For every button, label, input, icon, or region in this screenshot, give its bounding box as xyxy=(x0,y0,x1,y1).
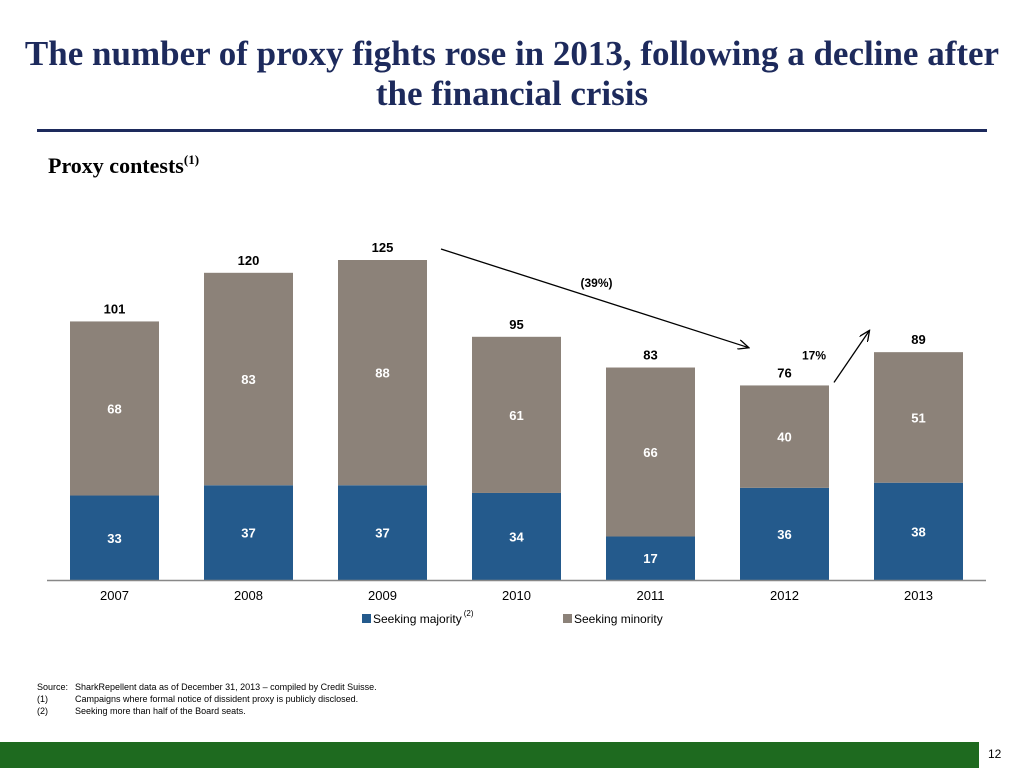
bar-seeking-minority xyxy=(874,352,963,483)
footnote-source: Source: SharkRepellent data as of Decembe… xyxy=(37,681,377,693)
data-label: 66 xyxy=(643,445,657,460)
footnote-key: Source: xyxy=(37,682,69,692)
total-label: 76 xyxy=(777,365,791,380)
legend-swatch xyxy=(362,614,371,623)
data-label: 38 xyxy=(911,524,925,539)
bar-seeking-majority xyxy=(338,485,427,580)
footnote-key: (1) xyxy=(37,694,48,704)
bar-seeking-majority xyxy=(204,485,293,580)
annotation-label: 17% xyxy=(802,348,826,362)
x-tick-label: 2008 xyxy=(234,588,263,603)
stacked-bar-chart: 33 68 101 2007 37 83 120 2008 37 88 125 2009 34 61 95 2… xyxy=(47,240,986,626)
subtitle-footnote-marker: (1) xyxy=(183,152,200,167)
bar-seeking-majority xyxy=(606,536,695,580)
data-label: 36 xyxy=(777,527,791,542)
legend-footnote-marker: (2) xyxy=(464,609,474,618)
total-label: 95 xyxy=(509,317,523,332)
footnote-text: Campaigns where formal notice of disside… xyxy=(75,694,359,704)
footnote-key: (2) xyxy=(37,706,48,716)
bar-seeking-minority xyxy=(740,385,829,488)
total-label: 101 xyxy=(104,301,126,316)
footnote-2: (2) Seeking more than half of the Board s… xyxy=(37,705,377,717)
data-label: 61 xyxy=(509,408,523,423)
footer-bar xyxy=(0,742,979,768)
x-tick-label: 2009 xyxy=(368,588,397,603)
data-label: 37 xyxy=(241,526,255,541)
legend-swatch xyxy=(563,614,572,623)
bars-group: 33 68 101 2007 37 83 120 2008 37 88 125 2009 34 61 95 2… xyxy=(70,240,963,603)
chart-subtitle: Proxy contests(1) xyxy=(48,152,199,179)
x-tick-label: 2012 xyxy=(770,588,799,603)
x-tick-label: 2013 xyxy=(904,588,933,603)
data-label: 88 xyxy=(375,366,389,381)
total-label: 83 xyxy=(643,348,657,363)
page-number: 12 xyxy=(988,747,1002,761)
data-label: 51 xyxy=(911,410,925,425)
bar-seeking-minority xyxy=(472,336,561,493)
footnote-text: SharkRepellent data as of December 31, 2… xyxy=(75,682,377,692)
data-label: 17 xyxy=(643,551,657,566)
bar-seeking-majority xyxy=(472,492,561,580)
x-tick-label: 2010 xyxy=(502,588,531,603)
title-divider xyxy=(37,129,987,132)
annotation-label: (39%) xyxy=(580,276,612,290)
total-label: 89 xyxy=(911,332,925,347)
total-label: 125 xyxy=(372,240,394,255)
bar-seeking-minority xyxy=(338,260,427,486)
footnote-1: (1) Campaigns where formal notice of diss… xyxy=(37,693,377,705)
chart-subtitle-text: Proxy contests xyxy=(48,153,184,178)
data-label: 33 xyxy=(107,531,121,546)
bar-seeking-majority xyxy=(874,482,963,580)
legend-label: Seeking minority xyxy=(574,612,663,626)
data-label: 34 xyxy=(509,529,524,544)
data-label: 83 xyxy=(241,372,255,387)
bar-seeking-minority xyxy=(70,321,159,496)
footnotes: Source: SharkRepellent data as of Decembe… xyxy=(37,681,377,717)
total-label: 120 xyxy=(238,253,260,268)
data-label: 68 xyxy=(107,401,121,416)
increase-arrow xyxy=(833,331,869,383)
annotations-group: (39%) 17% xyxy=(440,248,869,383)
legend: Seeking majority (2) Seeking minority xyxy=(362,609,663,626)
bar-seeking-minority xyxy=(204,272,293,486)
x-tick-label: 2007 xyxy=(100,588,129,603)
bar-seeking-minority xyxy=(606,367,695,537)
x-tick-label: 2011 xyxy=(637,588,665,603)
data-label: 40 xyxy=(777,430,791,445)
legend-label: Seeking majority xyxy=(373,612,462,626)
decline-arrow xyxy=(440,248,748,347)
bar-seeking-majority xyxy=(70,495,159,580)
data-label: 37 xyxy=(375,526,389,541)
bar-seeking-majority xyxy=(740,487,829,580)
page-title: The number of proxy fights rose in 2013,… xyxy=(24,34,1000,113)
footnote-text: Seeking more than half of the Board seat… xyxy=(75,706,246,716)
